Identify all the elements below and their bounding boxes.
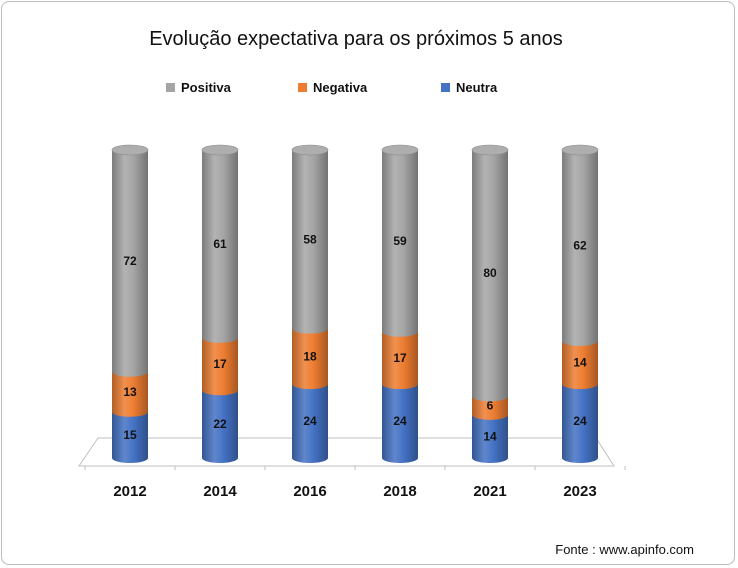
data-label-positiva: 62: [573, 238, 587, 252]
bar-segment-negativa: [112, 371, 148, 417]
bar-segment-positiva: [112, 150, 148, 377]
data-label-neutra: 24: [303, 414, 317, 428]
data-label-positiva: 72: [123, 254, 137, 268]
data-label-negativa: 17: [393, 351, 407, 365]
bar-segment-neutra: [472, 414, 508, 463]
legend-label-negativa: Negativa: [313, 80, 368, 95]
bar-segment-positiva: [292, 150, 328, 334]
data-label-negativa: 18: [303, 349, 317, 363]
data-label-negativa: 17: [213, 357, 227, 371]
data-label-neutra: 22: [213, 417, 227, 431]
bar-segment-negativa: [562, 340, 598, 390]
bar-segment-neutra: [292, 384, 328, 463]
data-label-positiva: 59: [393, 234, 407, 248]
bar-segment-neutra: [112, 411, 148, 463]
legend-swatch-neutra: [441, 83, 450, 92]
bar-segment-negativa: [202, 337, 238, 396]
data-label-positiva: 80: [483, 266, 497, 280]
data-label-neutra: 24: [573, 414, 587, 428]
bar-segment-neutra: [382, 384, 418, 463]
legend-label-positiva: Positiva: [181, 80, 231, 95]
bar-top-cap: [561, 144, 599, 156]
bar-top-cap: [471, 144, 509, 156]
bar-segment-neutra: [562, 384, 598, 463]
chart-legend: Positiva Negativa Neutra: [0, 80, 738, 100]
legend-item-negativa: Negativa: [298, 80, 367, 95]
bar-top-cap: [111, 144, 149, 156]
x-tick-label: 2021: [473, 483, 506, 500]
bar-top-cap: [201, 144, 239, 156]
data-label-negativa: 13: [123, 385, 137, 399]
bar-segment-positiva: [202, 150, 238, 343]
x-tick-label: 2014: [203, 483, 237, 500]
bar-segment-negativa: [472, 396, 508, 420]
data-label-negativa: 14: [573, 356, 587, 370]
legend-swatch-positiva: [166, 83, 175, 92]
x-tick-label: 2023: [563, 483, 596, 500]
data-label-neutra: 15: [123, 428, 137, 442]
legend-swatch-negativa: [298, 83, 307, 92]
bar-top-cap: [291, 144, 329, 156]
legend-item-positiva: Positiva: [166, 80, 231, 95]
data-label-negativa: 6: [487, 399, 494, 413]
bar-segment-negativa: [382, 331, 418, 390]
data-label-neutra: 14: [483, 429, 497, 443]
data-label-neutra: 24: [393, 414, 407, 428]
legend-item-neutra: Neutra: [441, 80, 497, 95]
bar-segment-positiva: [562, 150, 598, 346]
legend-label-neutra: Neutra: [456, 80, 498, 95]
bar-segment-negativa: [292, 328, 328, 390]
data-label-positiva: 61: [213, 237, 227, 251]
floor-plane: [78, 437, 615, 467]
bar-top-cap: [381, 144, 419, 156]
x-tick-label: 2012: [113, 483, 146, 500]
bar-segment-positiva: [382, 150, 418, 337]
bar-segment-positiva: [472, 150, 508, 402]
data-label-positiva: 58: [303, 232, 317, 246]
source-credit: Fonte : www.apinfo.com: [555, 542, 694, 557]
x-tick-label: 2018: [383, 483, 416, 500]
x-tick-label: 2016: [293, 483, 326, 500]
chart-title: Evolução expectativa para os próximos 5 …: [149, 28, 563, 50]
bar-segment-neutra: [202, 390, 238, 463]
